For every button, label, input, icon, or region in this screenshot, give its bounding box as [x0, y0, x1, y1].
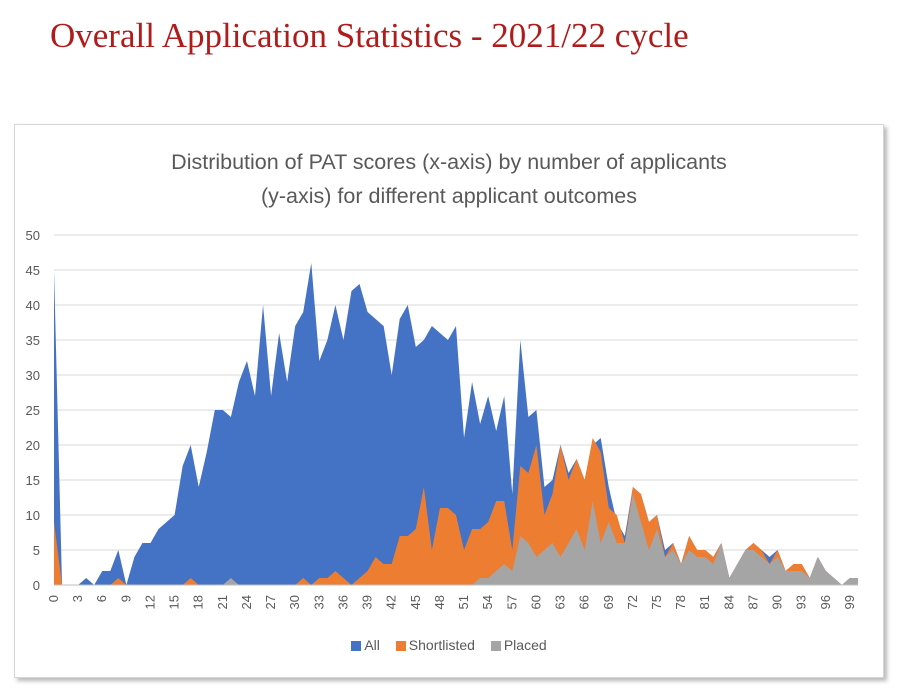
x-tick-label: 60: [528, 595, 543, 609]
x-tick-label: 81: [697, 595, 712, 609]
y-tick-label: 0: [33, 578, 40, 593]
y-tick-label: 10: [26, 508, 40, 523]
y-tick-label: 15: [26, 473, 40, 488]
chart-title-line-1: Distribution of PAT scores (x-axis) by n…: [171, 150, 727, 174]
y-tick-label: 35: [26, 333, 40, 348]
legend-swatch-all: [351, 641, 362, 651]
x-tick-label: 39: [360, 595, 375, 609]
legend-swatch-shortlisted: [395, 641, 406, 651]
legend-label-all: All: [364, 637, 380, 653]
x-tick-label: 21: [215, 595, 230, 609]
x-tick-label: 36: [335, 595, 350, 609]
series-areas: [54, 263, 858, 585]
series-area-placed: [54, 494, 858, 585]
x-tick-label: 51: [456, 595, 471, 609]
y-tick-label: 20: [26, 438, 40, 453]
x-tick-label: 48: [432, 595, 447, 609]
x-tick-label: 63: [553, 595, 568, 609]
x-tick-label: 15: [167, 595, 182, 609]
x-tick-label: 3: [70, 595, 85, 602]
x-tick-label: 96: [818, 595, 833, 609]
x-tick-label: 18: [191, 595, 206, 609]
y-tick-label: 5: [33, 543, 40, 558]
x-tick-label: 90: [770, 595, 785, 609]
y-tick-label: 25: [26, 403, 40, 418]
x-tick-label: 78: [673, 595, 688, 609]
x-tick-label: 75: [649, 595, 664, 609]
x-tick-label: 27: [263, 595, 278, 609]
y-tick-label: 50: [26, 228, 40, 243]
x-tick-label: 9: [118, 595, 133, 602]
y-tick-label: 30: [26, 368, 40, 383]
x-tick-label: 84: [721, 595, 736, 609]
x-tick-label: 45: [408, 595, 423, 609]
x-tick-label: 57: [504, 595, 519, 609]
x-tick-label: 30: [287, 595, 302, 609]
x-tick-label: 93: [794, 595, 809, 609]
chart-title: Distribution of PAT scores (x-axis) by n…: [15, 145, 883, 213]
slide-title: Overall Application Statistics - 2021/22…: [50, 16, 689, 55]
series-area-all: [54, 263, 858, 585]
legend-item-placed: Placed: [490, 637, 547, 653]
y-axis-ticks: 0 5 10 15 20 25 30 35 40 45 50: [26, 228, 40, 593]
chart-card: Distribution of PAT scores (x-axis) by n…: [14, 124, 884, 678]
x-tick-label: 6: [94, 595, 109, 602]
x-tick-label: 33: [311, 595, 326, 609]
x-tick-label: 87: [745, 595, 760, 609]
legend-item-all: All: [351, 637, 380, 653]
legend-label-placed: Placed: [503, 637, 547, 653]
chart-title-line-2: (y-axis) for different applicant outcome…: [260, 184, 638, 208]
x-tick-label: 66: [577, 595, 592, 609]
x-tick-label: 99: [842, 595, 857, 609]
legend-item-shortlisted: Shortlisted: [395, 637, 475, 653]
x-tick-label: 42: [384, 595, 399, 609]
x-tick-label: 69: [601, 595, 616, 609]
legend-swatch-placed: [490, 641, 501, 651]
x-axis-ticks: 0 3 6 9 12 15 18 21 24 27 30 33 36 39 42 45 48 51 54 57 60 63…: [46, 595, 857, 609]
x-tick-label: 72: [625, 595, 640, 609]
legend-label-shortlisted: Shortlisted: [408, 637, 475, 653]
legend: All Shortlisted Placed: [15, 637, 883, 653]
y-tick-label: 45: [26, 263, 40, 278]
x-tick-label: 54: [480, 595, 495, 609]
y-tick-label: 40: [26, 298, 40, 313]
x-tick-label: 12: [142, 595, 157, 609]
x-tick-label: 0: [46, 595, 61, 602]
x-tick-label: 24: [239, 595, 254, 609]
